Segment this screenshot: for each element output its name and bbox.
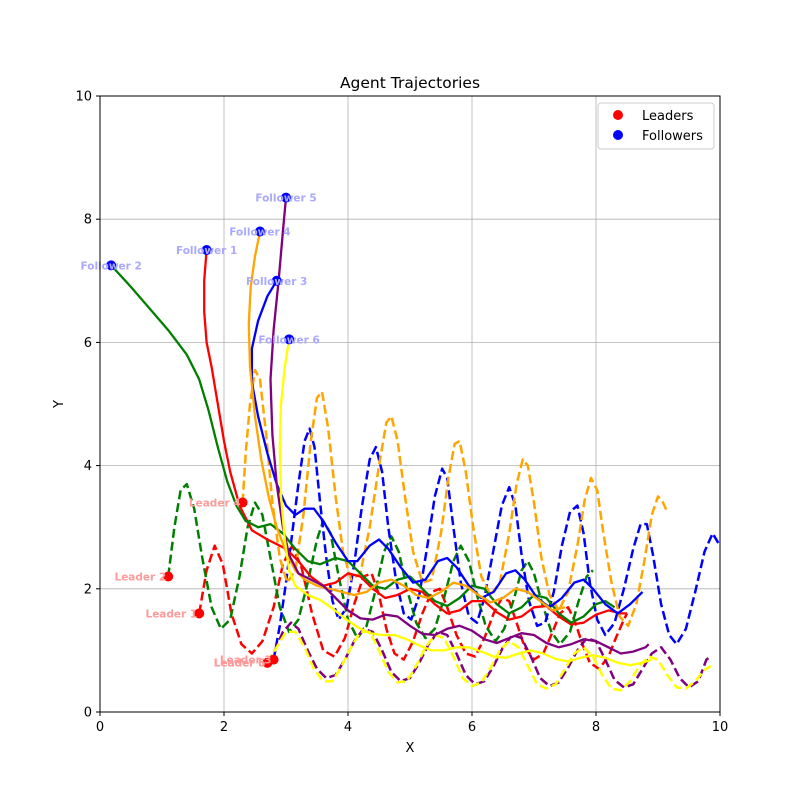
legend: Leaders Followers (597, 102, 715, 150)
legend-followers-label: Followers (642, 129, 703, 144)
leader-marker-6 (262, 657, 273, 668)
follower-trajectory-6 (278, 339, 653, 667)
legend-followers-marker (613, 130, 623, 140)
y-tick-label: 10 (75, 90, 92, 105)
x-axis-label: X (406, 741, 415, 756)
x-tick-label: 10 (712, 720, 729, 735)
x-tick-label: 4 (344, 720, 352, 735)
y-tick-label: 2 (84, 582, 92, 597)
agent-markers (106, 192, 295, 668)
follower-trajectory-3 (250, 280, 644, 615)
y-axis-label: Y (52, 400, 67, 409)
leader-label-2: Leader 2 (115, 571, 167, 583)
legend-leaders-label: Leaders (642, 109, 694, 124)
leader-label-1: Leader 1 (146, 608, 198, 620)
leader-label-3: Leader 3 (220, 655, 272, 667)
follower-label-4: Follower 4 (229, 227, 290, 239)
follower-marker-3 (271, 275, 282, 286)
follower-label-3: Follower 3 (246, 276, 307, 288)
follower-marker-6 (284, 334, 295, 345)
y-tick-label: 4 (84, 459, 92, 474)
follower-trajectories (110, 197, 653, 667)
leader-trajectory-5 (266, 621, 712, 689)
leader-trajectory-3 (272, 427, 722, 660)
follower-marker-2 (106, 260, 117, 271)
follower-trajectory-2 (110, 264, 616, 624)
leader-trajectory-1 (197, 544, 629, 671)
follower-marker-5 (281, 192, 291, 203)
follower-marker-4 (254, 226, 265, 237)
follower-label-5: Follower 5 (255, 193, 316, 205)
x-tick-label: 8 (592, 720, 600, 735)
follower-label-2: Follower 2 (80, 260, 141, 272)
legend-leaders-marker (613, 110, 623, 120)
follower-marker-1 (201, 245, 212, 255)
x-tick-label: 2 (220, 720, 228, 735)
follower-trajectory-4 (247, 231, 566, 612)
axis-ticks: 0 2 4 6 8 10 0 2 4 6 8 10 (75, 90, 728, 736)
x-tick-label: 0 (96, 720, 104, 735)
leader-label-5: Leader 5 (214, 658, 266, 670)
chart-title: Agent Trajectories (340, 74, 480, 92)
follower-label-6: Follower 6 (258, 334, 319, 346)
leader-marker-2 (163, 571, 174, 582)
leader-marker-4 (237, 497, 248, 508)
y-tick-label: 6 (84, 336, 92, 351)
leader-label-6: Leader 6 (214, 658, 266, 670)
follower-trajectory-5 (269, 197, 650, 655)
leader-marker-1 (194, 608, 205, 619)
leader-trajectory-2 (166, 482, 594, 646)
follower-label-1: Follower 1 (176, 245, 237, 257)
agent-labels: Leader 1 Leader 2 Leader 3 Leader 4 Leader 5… (80, 193, 319, 670)
plot-frame (99, 95, 721, 713)
leader-trajectories (166, 368, 722, 692)
leader-trajectory-6 (266, 630, 712, 692)
leader-label-4: Leader 4 (189, 498, 241, 510)
x-tick-label: 6 (468, 720, 476, 735)
leader-trajectory-4 (241, 368, 669, 628)
y-tick-label: 0 (84, 706, 92, 721)
legend-box (597, 102, 715, 150)
y-tick-label: 8 (84, 213, 92, 228)
